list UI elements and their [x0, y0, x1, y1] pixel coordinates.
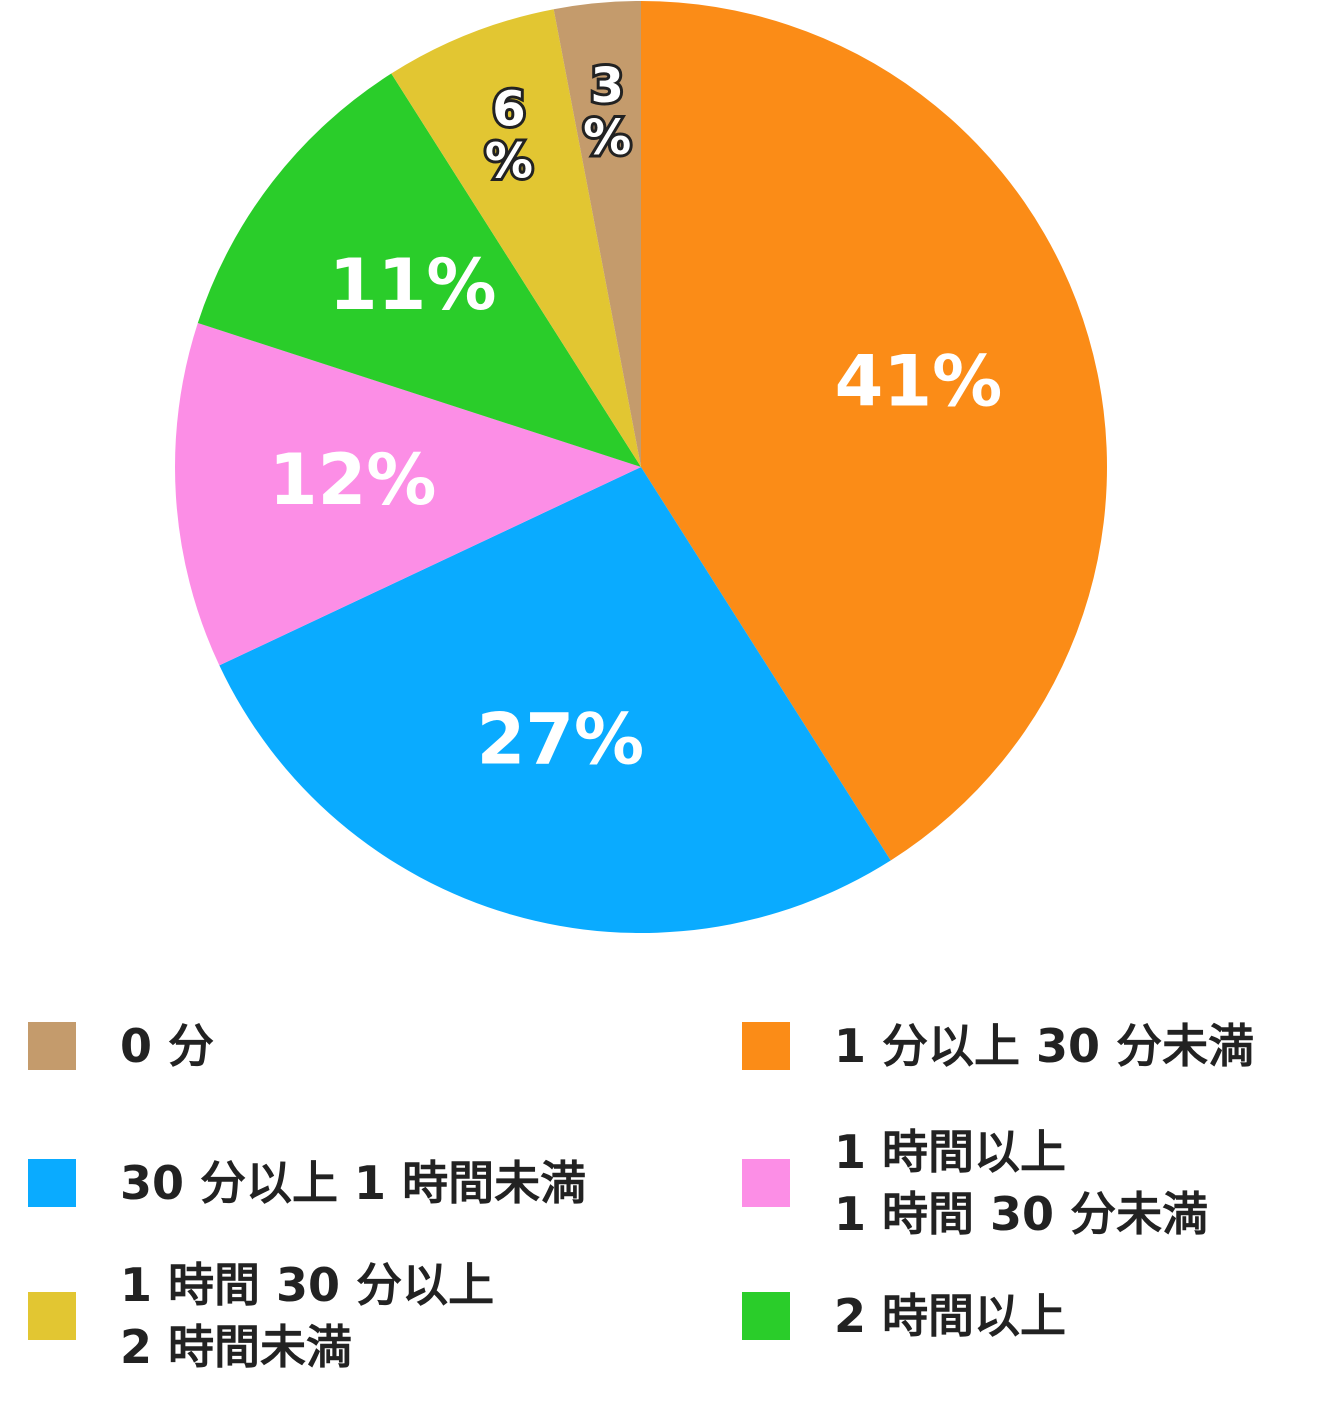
legend-item: 0 分	[28, 1015, 214, 1077]
legend-label: 2 時間以上	[834, 1289, 1067, 1343]
legend-swatch	[742, 1292, 790, 1340]
data-label: 3%	[579, 58, 635, 162]
legend-swatch	[28, 1159, 76, 1207]
pie-slice	[174, 322, 641, 666]
data-label: 11%	[329, 244, 497, 326]
legend-swatch	[742, 1159, 790, 1207]
legend-swatch	[28, 1022, 76, 1070]
legend-item: 1 時間以上 1 時間 30 分未満	[742, 1121, 1208, 1245]
data-label: 41%	[835, 340, 1003, 422]
legend-item: 2 時間以上	[742, 1285, 1066, 1347]
pie-slice	[391, 9, 641, 467]
legend-label: 1 分以上 30 分未満	[834, 1019, 1255, 1073]
legend-item: 1 時間 30 分以上 2 時間未満	[28, 1254, 494, 1378]
pie-slice	[219, 467, 891, 933]
legend-label: 1 時間以上 1 時間 30 分未満	[834, 1125, 1209, 1241]
pie-slice	[197, 73, 641, 468]
data-label: 6%	[481, 81, 537, 185]
legend-label: 30 分以上 1 時間未満	[120, 1156, 587, 1210]
pie-slice	[553, 1, 641, 467]
legend-label: 1 時間 30 分以上 2 時間未満	[120, 1258, 495, 1374]
data-label: 12%	[269, 439, 437, 521]
pie-slice	[641, 1, 1107, 861]
legend-label: 0 分	[120, 1019, 215, 1073]
legend-swatch	[28, 1292, 76, 1340]
legend-item: 30 分以上 1 時間未満	[28, 1152, 586, 1214]
legend-swatch	[742, 1022, 790, 1070]
data-label: 27%	[477, 698, 645, 780]
legend-item: 1 分以上 30 分未満	[742, 1015, 1254, 1077]
